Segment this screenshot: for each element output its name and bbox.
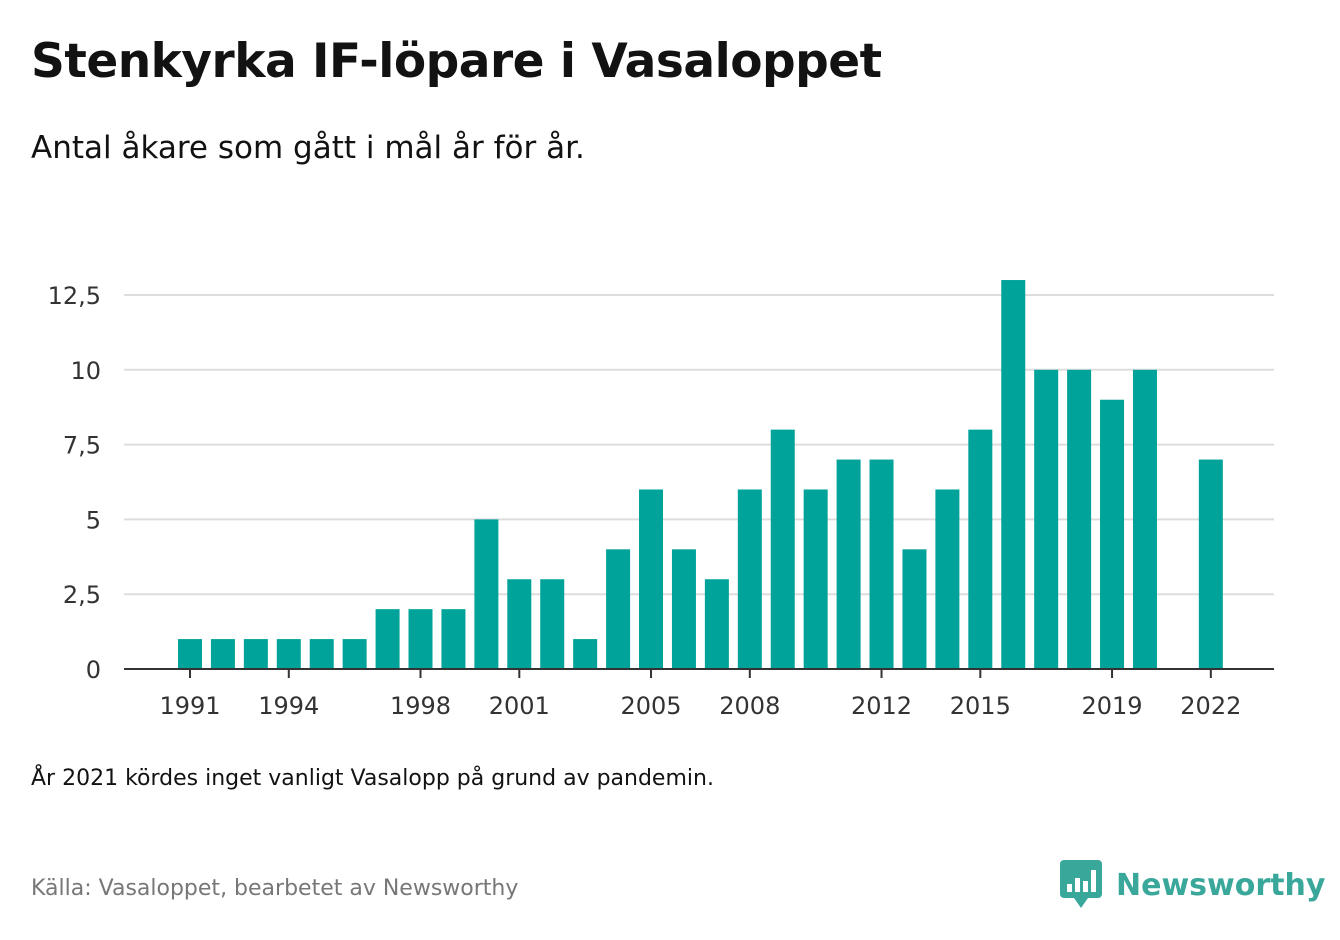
x-tick-label: 2012 [851, 692, 912, 720]
x-tick-label: 2005 [620, 692, 681, 720]
bar-1998 [408, 609, 433, 669]
bar-2020 [1132, 369, 1157, 669]
newsworthy-logo[interactable]: Newsworthy [1060, 860, 1325, 910]
x-tick-label: 1991 [159, 692, 220, 720]
y-tick-label: 12,5 [48, 282, 101, 310]
x-tick-label: 2019 [1082, 692, 1143, 720]
bar-1995 [309, 639, 334, 669]
x-tick-label: 2015 [950, 692, 1011, 720]
bar-2000 [474, 519, 499, 669]
x-tick-label: 1998 [390, 692, 451, 720]
x-tick-label: 2001 [489, 692, 550, 720]
bar-1991 [178, 639, 202, 669]
logo-chart-icon [1060, 860, 1102, 908]
bar-2017 [1034, 369, 1059, 669]
y-tick-label: 10 [70, 357, 101, 385]
bar-2011 [836, 459, 861, 669]
source-credit: Källa: Vasaloppet, bearbetet av Newswort… [31, 876, 519, 901]
bar-2005 [639, 489, 664, 669]
bar-2014 [935, 489, 960, 669]
bar-2010 [803, 489, 828, 669]
bar-2022 [1198, 459, 1223, 669]
x-tick-label: 2008 [719, 692, 780, 720]
bars [178, 280, 1223, 669]
bar-2015 [968, 429, 993, 669]
bar-1992 [210, 639, 235, 669]
y-tick-label: 0 [86, 656, 101, 684]
bar-1996 [342, 639, 367, 669]
bar-2001 [507, 579, 532, 669]
bar-2016 [1001, 280, 1026, 669]
bar-2012 [869, 459, 894, 669]
y-tick-label: 7,5 [63, 432, 101, 460]
bar-2019 [1100, 399, 1125, 669]
bar-1993 [243, 639, 268, 669]
y-tick-label: 2,5 [63, 581, 101, 609]
chart-title: Stenkyrka IF-löpare i Vasaloppet [31, 34, 882, 89]
bar-1994 [276, 639, 301, 669]
bar-2006 [671, 549, 696, 669]
x-tick-label: 2022 [1180, 692, 1241, 720]
bar-1999 [441, 609, 466, 669]
bar-2013 [902, 549, 927, 669]
bar-chart: 0 2,5 5 7,5 10 12,5 1991 1994 1998 2001 2005 2008 20… [48, 280, 1274, 720]
bar-2007 [704, 579, 729, 669]
brand-name: Newsworthy [1116, 867, 1326, 903]
footnote: År 2021 kördes inget vanligt Vasalopp på… [31, 766, 714, 791]
chart-subtitle: Antal åkare som gått i mål år för år. [31, 130, 585, 166]
bar-2002 [540, 579, 565, 669]
bar-1997 [375, 609, 400, 669]
bar-2018 [1067, 369, 1092, 669]
bar-2009 [770, 429, 795, 669]
x-tick-label: 1994 [258, 692, 319, 720]
bar-2003 [573, 639, 598, 669]
bar-2008 [737, 489, 762, 669]
axes: 0 2,5 5 7,5 10 12,5 1991 1994 1998 2001 2005 2008 20… [48, 282, 1274, 720]
y-tick-label: 5 [86, 506, 101, 534]
bar-2004 [606, 549, 631, 669]
